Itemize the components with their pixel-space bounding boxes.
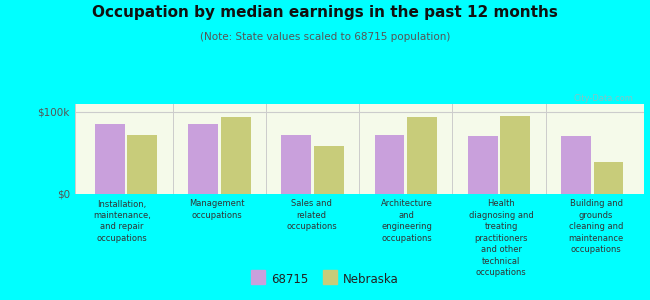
Text: Management
occupations: Management occupations <box>189 200 244 220</box>
Bar <box>500 116 530 194</box>
Bar <box>561 136 591 194</box>
Bar <box>188 124 218 194</box>
Bar <box>281 135 311 194</box>
Text: Building and
grounds
cleaning and
maintenance
occupations: Building and grounds cleaning and mainte… <box>569 200 624 254</box>
Bar <box>468 136 498 194</box>
Text: Installation,
maintenance,
and repair
occupations: Installation, maintenance, and repair oc… <box>93 200 151 243</box>
Bar <box>220 117 250 194</box>
Text: Architecture
and
engineering
occupations: Architecture and engineering occupations <box>381 200 432 243</box>
Bar <box>314 146 344 194</box>
Text: Occupation by median earnings in the past 12 months: Occupation by median earnings in the pas… <box>92 4 558 20</box>
Text: (Note: State values scaled to 68715 population): (Note: State values scaled to 68715 popu… <box>200 32 450 41</box>
Bar <box>95 124 125 194</box>
Text: Health
diagnosing and
treating
practitioners
and other
technical
occupations: Health diagnosing and treating practitio… <box>469 200 534 277</box>
Legend: 68715, Nebraska: 68715, Nebraska <box>246 269 404 291</box>
Bar <box>374 135 404 194</box>
Bar <box>593 162 623 194</box>
Bar <box>127 135 157 194</box>
Text: City-Data.com: City-Data.com <box>574 94 634 103</box>
Bar <box>407 117 437 194</box>
Text: Sales and
related
occupations: Sales and related occupations <box>287 200 337 231</box>
